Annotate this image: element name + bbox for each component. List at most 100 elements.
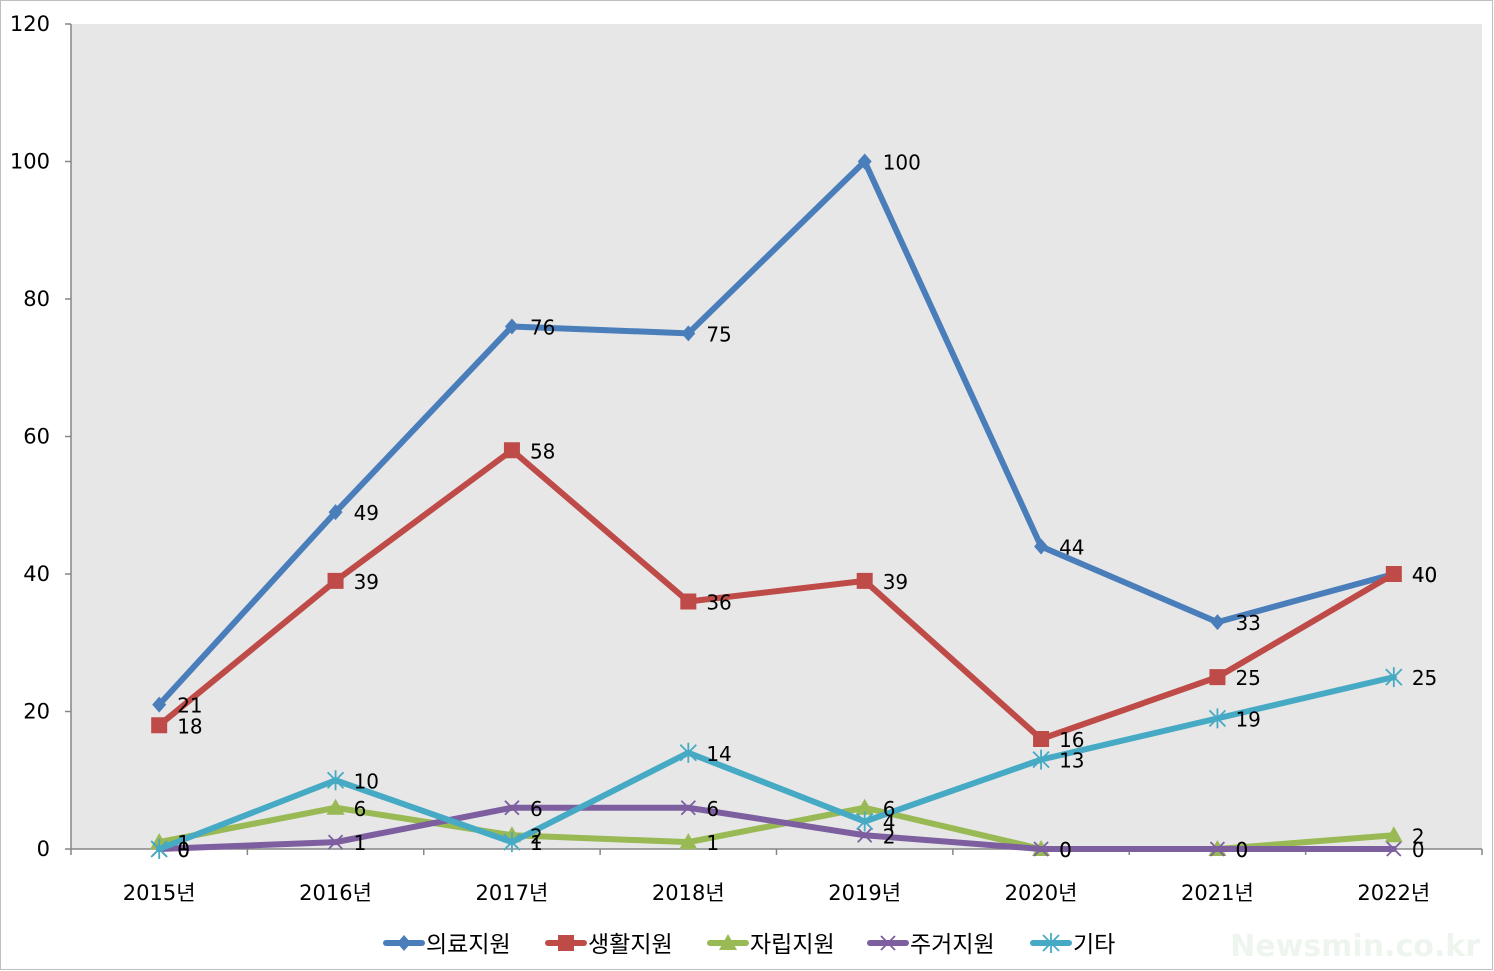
data-point [151,717,168,734]
y-tick-label: 40 [23,562,50,586]
series-line [156,447,1397,742]
data-point [857,827,873,843]
y-axis-ticks: 0 20 40 60 80 100 120 [10,12,71,861]
x-tick-label: 2019년 [828,881,901,905]
x-tick-label: 2017년 [476,881,549,905]
legend-swatch-marker [558,935,574,951]
data-point [328,504,343,521]
data-label: 76 [530,316,555,340]
data-point [150,839,168,859]
data-label: 33 [1235,611,1260,635]
data-point [327,572,344,589]
data-label: 1 [177,831,190,855]
legend-item: 자립지원 [707,932,835,958]
data-point [856,811,874,832]
data-point [326,770,345,791]
data-label: 0 [1059,838,1072,862]
data-label: 0 [1059,838,1072,862]
y-tick-label: 120 [10,12,50,36]
data-label: 75 [706,322,731,346]
series-line [156,674,1397,852]
data-point [679,742,697,763]
data-point [1032,749,1050,770]
data-label: 4 [883,811,896,835]
data-point [1210,614,1225,631]
data-label: 0 [1412,838,1425,862]
data-label: 1 [530,831,543,855]
data-label: 6 [354,797,367,821]
x-tick-label: 2021년 [1181,881,1254,905]
data-label: 25 [1235,666,1260,690]
legend-swatch-marker [880,935,896,951]
y-tick-label: 0 [37,837,50,861]
x-tick-label: 2020년 [1005,881,1078,905]
data-label: 14 [706,742,731,766]
data-label: 25 [1412,666,1437,690]
series-4 [151,800,1402,857]
series-group [150,153,1403,859]
legend-item: 의료지원 [383,932,511,958]
data-label: 39 [354,570,379,594]
legend-item: 생활지원 [545,932,673,958]
data-label: 6 [706,797,719,821]
x-tick-label: 2016년 [299,881,372,905]
y-tick-label: 100 [10,150,50,174]
data-point [1033,731,1050,747]
data-point [1385,566,1402,582]
legend-label: 주거지원 [910,932,995,958]
series-line [156,804,1397,852]
x-tick-label: 2015년 [123,881,196,905]
data-label: 16 [1059,728,1084,752]
data-point [855,798,874,815]
data-label: 13 [1059,749,1084,773]
plot-area [71,24,1482,849]
data-label: 6 [530,797,543,821]
series-line [156,158,1397,708]
data-point [681,325,696,342]
data-label: 19 [1235,707,1260,731]
y-tick-label: 60 [23,425,50,449]
legend-item: 주거지원 [867,932,995,958]
data-label: 49 [354,501,379,525]
data-label: 6 [883,797,896,821]
data-label: 0 [1235,838,1248,862]
legend-label: 기타 [1073,932,1115,958]
data-label: 18 [177,714,202,738]
data-point [152,696,167,713]
series-2 [151,442,1402,747]
data-label: 44 [1059,536,1084,560]
legend-swatch-marker [719,934,737,950]
data-point [1033,841,1049,857]
data-label: 1 [354,831,367,855]
data-point [857,153,872,170]
series-5 [150,667,1403,859]
legend-item: 기타 [1030,932,1115,958]
data-label: 10 [354,769,379,793]
x-axis-ticks: 2015년 2016년 2017년 2018년 2019년 2020년 2021년 2022년 [70,849,1483,905]
data-point [680,593,697,610]
legend-swatch-marker [1042,933,1060,953]
x-tick-label: 2018년 [652,881,725,905]
data-label: 0 [177,838,190,862]
data-label: 2 [883,824,896,848]
data-label: 21 [177,694,202,718]
data-label: 39 [883,570,908,594]
data-label: 0 [177,838,190,862]
legend-label: 의료지원 [426,932,511,958]
data-label: 36 [706,591,731,615]
data-point [503,442,520,459]
data-point [1386,841,1402,857]
y-tick-label: 20 [23,700,50,724]
legend-label: 생활지원 [588,932,673,958]
data-label: 2 [1412,824,1425,848]
data-point [1209,841,1226,857]
data-point [679,833,698,850]
data-label: 2 [530,824,543,848]
data-label: 40 [1412,563,1437,587]
data-label: 1 [706,831,719,855]
legend-swatch-marker [397,935,411,951]
data-point [326,798,345,815]
data-label: 100 [883,151,921,175]
legend-label: 자립지원 [750,932,835,958]
